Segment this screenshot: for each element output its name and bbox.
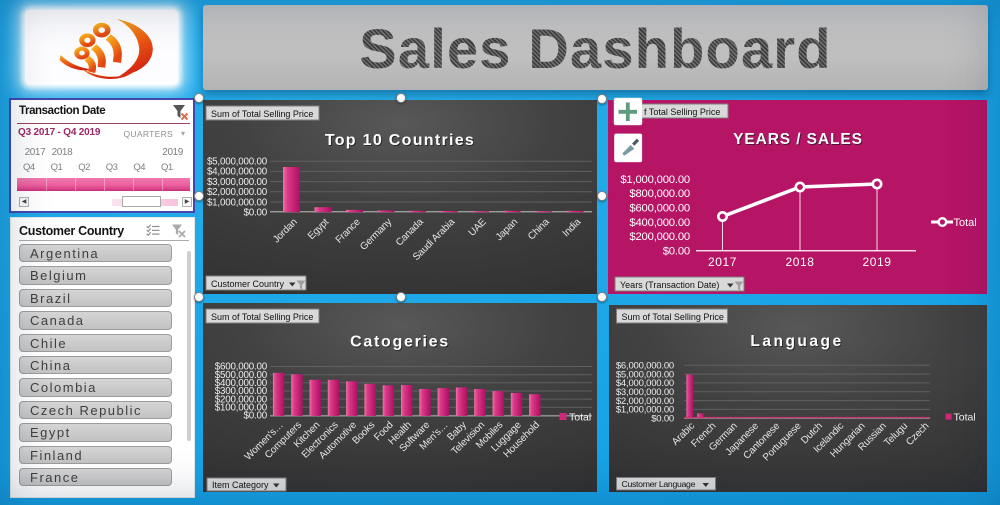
svg-text:$600,000.00: $600,000.00	[629, 203, 690, 215]
svg-text:$3,000,000.00: $3,000,000.00	[616, 387, 674, 398]
svg-text:Catogeries: Catogeries	[350, 334, 450, 351]
svg-text:Customer Country: Customer Country	[211, 279, 285, 289]
svg-text:Total: Total	[954, 217, 977, 229]
svg-text:$0.00: $0.00	[243, 208, 267, 219]
svg-text:$0.00: $0.00	[651, 413, 674, 424]
svg-text:Top 10 Countries: Top 10 Countries	[326, 133, 476, 150]
svg-text:2017: 2017	[708, 255, 737, 269]
svg-text:$0.00: $0.00	[663, 246, 690, 258]
svg-text:$0.00: $0.00	[243, 411, 267, 422]
svg-text:$200,000.00: $200,000.00	[629, 231, 690, 243]
svg-text:YEARS / SALES: YEARS / SALES	[733, 131, 863, 148]
svg-text:$300,000.00: $300,000.00	[215, 386, 268, 397]
svg-text:$1,000,000.00: $1,000,000.00	[620, 174, 690, 186]
svg-text:$5,000,000.00: $5,000,000.00	[616, 369, 674, 380]
svg-text:Top 10 Countries: Top 10 Countries	[325, 132, 475, 149]
svg-text:$400,000.00: $400,000.00	[629, 217, 690, 229]
svg-text:Item Category: Item Category	[212, 480, 269, 490]
svg-text:$3,000,000.00: $3,000,000.00	[207, 177, 268, 188]
svg-text:$2,000,000.00: $2,000,000.00	[616, 396, 674, 407]
svg-text:$6,000,000.00: $6,000,000.00	[616, 361, 674, 372]
svg-text:$5,000,000.00: $5,000,000.00	[207, 157, 268, 168]
svg-text:$500,000.00: $500,000.00	[215, 370, 268, 381]
svg-text:$400,000.00: $400,000.00	[215, 378, 268, 389]
svg-text:$4,000,000.00: $4,000,000.00	[616, 378, 674, 389]
svg-text:$2,000,000.00: $2,000,000.00	[207, 187, 268, 198]
svg-text:$100,000.00: $100,000.00	[215, 403, 268, 414]
svg-text:Language: Language	[750, 333, 843, 350]
svg-text:2018: 2018	[785, 255, 814, 269]
svg-text:YEARS / SALES: YEARS / SALES	[734, 132, 864, 149]
svg-text:Sum of Total Selling Price: Sum of Total Selling Price	[211, 109, 313, 119]
svg-text:$1,000,000.00: $1,000,000.00	[207, 197, 268, 208]
svg-text:$800,000.00: $800,000.00	[629, 188, 690, 200]
svg-text:Sum of Total Selling Price: Sum of Total Selling Price	[211, 312, 313, 322]
svg-text:f Total Selling Price: f Total Selling Price	[644, 107, 720, 117]
svg-text:2019: 2019	[862, 255, 891, 269]
svg-text:$200,000.00: $200,000.00	[215, 394, 268, 405]
svg-text:Total: Total	[569, 411, 591, 423]
svg-text:Sum of Total Selling Price: Sum of Total Selling Price	[622, 312, 724, 322]
svg-text:Catogeries: Catogeries	[351, 335, 451, 352]
svg-text:Language: Language	[751, 334, 844, 351]
svg-text:$600,000.00: $600,000.00	[215, 362, 268, 373]
svg-text:$1,000,000.00: $1,000,000.00	[616, 405, 674, 416]
svg-text:Years (Transaction Date): Years (Transaction Date)	[620, 280, 719, 290]
svg-text:Total: Total	[954, 411, 976, 423]
svg-text:$4,000,000.00: $4,000,000.00	[207, 167, 268, 178]
svg-text:Customer Language: Customer Language	[622, 479, 696, 489]
